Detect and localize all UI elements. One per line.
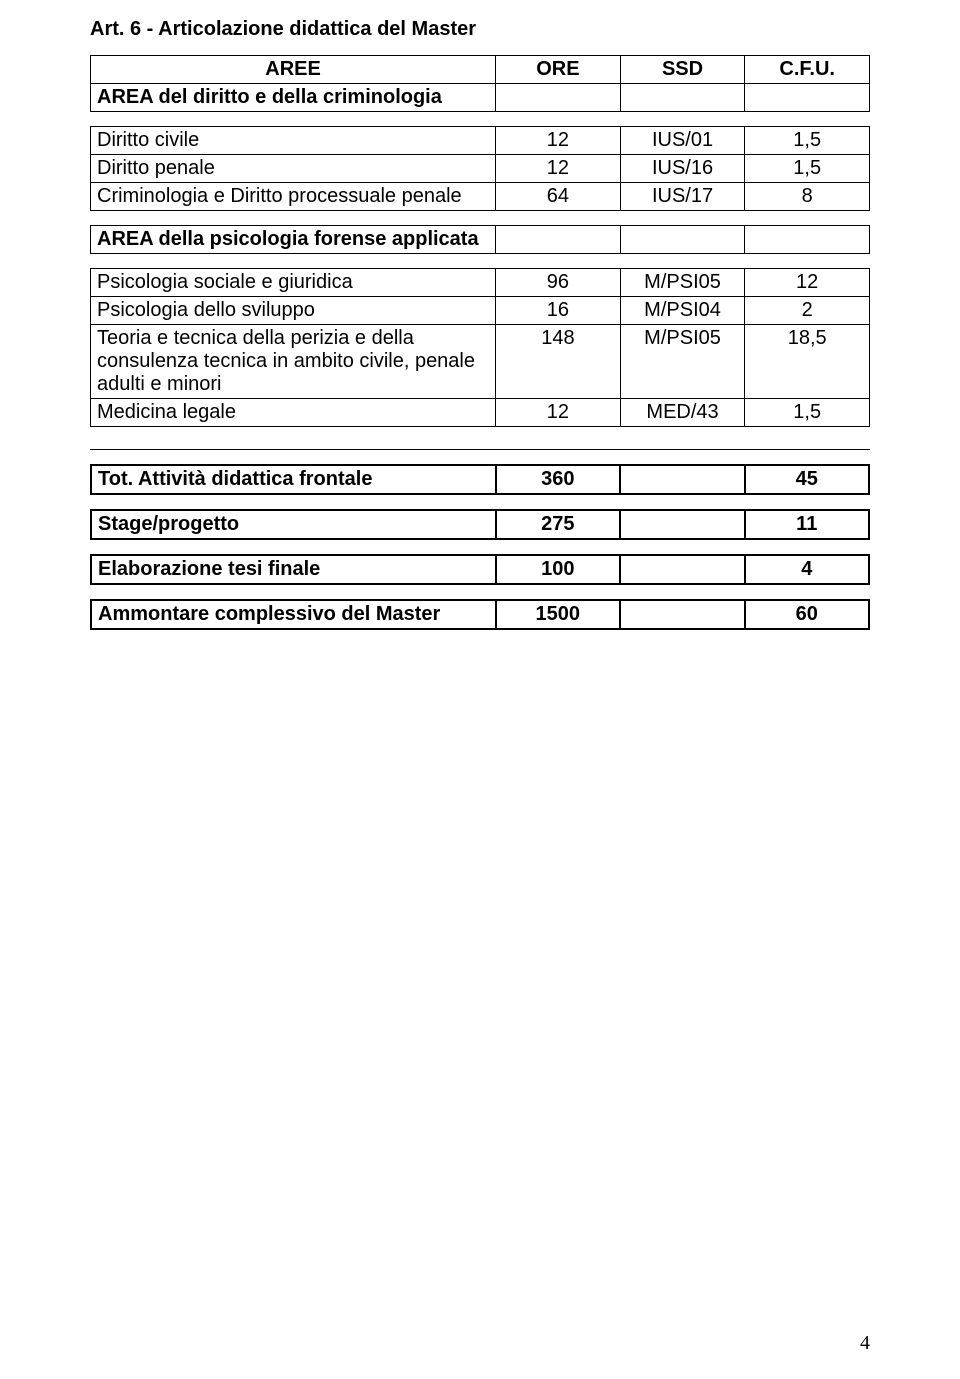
cell-cfu: 1,5 <box>745 399 870 427</box>
area-label-1: AREA del diritto e della criminologia <box>91 84 496 112</box>
cell-ore: 96 <box>496 269 621 297</box>
summary-label-stage: Stage/progetto <box>91 510 496 539</box>
table-row: Psicologia dello sviluppo 16 M/PSI04 2 <box>91 297 870 325</box>
col-header-ssd: SSD <box>620 56 745 84</box>
summary-label-ammontare: Ammontare complessivo del Master <box>91 600 496 629</box>
table-header-row: AREE ORE SSD C.F.U. <box>91 56 870 84</box>
col-header-aree: AREE <box>91 56 496 84</box>
cell-label: Diritto penale <box>91 155 496 183</box>
area-row-1: AREA del diritto e della criminologia <box>91 84 870 112</box>
cell-ore: 64 <box>496 183 621 211</box>
cell-ore: 16 <box>496 297 621 325</box>
cell-label: Teoria e tecnica della perizia e della c… <box>91 325 496 399</box>
table-row: Diritto civile 12 IUS/01 1,5 <box>91 127 870 155</box>
summary-row-stage: Stage/progetto 275 11 <box>91 510 869 539</box>
table-summary-tesi: Elaborazione tesi finale 100 4 <box>90 554 870 585</box>
cell-ssd: M/PSI04 <box>620 297 745 325</box>
summary-row-tot: Tot. Attività didattica frontale 360 45 <box>91 465 869 494</box>
cell-cfu: 1,5 <box>745 155 870 183</box>
table-row: Medicina legale 12 MED/43 1,5 <box>91 399 870 427</box>
cell-ssd: IUS/01 <box>620 127 745 155</box>
summary-ammontare-blank <box>620 600 744 629</box>
summary-stage-b: 11 <box>745 510 870 539</box>
cell-label: Criminologia e Diritto processuale penal… <box>91 183 496 211</box>
cell-ore: 12 <box>496 155 621 183</box>
cell-cfu: 1,5 <box>745 127 870 155</box>
table-summary-tot: Tot. Attività didattica frontale 360 45 <box>90 464 870 495</box>
cell-label: Psicologia sociale e giuridica <box>91 269 496 297</box>
cell-label: Diritto civile <box>91 127 496 155</box>
summary-tesi-b: 4 <box>745 555 870 584</box>
summary-ammontare-a: 1500 <box>496 600 620 629</box>
cell-label: Medicina legale <box>91 399 496 427</box>
table-area2: AREA della psicologia forense applicata <box>90 225 870 254</box>
cell-ssd: IUS/17 <box>620 183 745 211</box>
summary-tesi-a: 100 <box>496 555 620 584</box>
table-summary-ammontare: Ammontare complessivo del Master 1500 60 <box>90 599 870 630</box>
summary-label-tesi: Elaborazione tesi finale <box>91 555 496 584</box>
cell-cfu: 18,5 <box>745 325 870 399</box>
cell-ore: 148 <box>496 325 621 399</box>
area-row2-cfu <box>745 226 870 254</box>
cell-cfu: 8 <box>745 183 870 211</box>
cell-cfu: 12 <box>745 269 870 297</box>
area-row2-ore <box>496 226 621 254</box>
summary-stage-blank <box>620 510 744 539</box>
summary-row-ammontare: Ammontare complessivo del Master 1500 60 <box>91 600 869 629</box>
table-row: Psicologia sociale e giuridica 96 M/PSI0… <box>91 269 870 297</box>
area-row1-cfu <box>745 84 870 112</box>
summary-tot-b: 45 <box>745 465 870 494</box>
table-group2: Psicologia sociale e giuridica 96 M/PSI0… <box>90 268 870 427</box>
summary-tot-a: 360 <box>496 465 620 494</box>
area-row1-ore <box>496 84 621 112</box>
summary-row-tesi: Elaborazione tesi finale 100 4 <box>91 555 869 584</box>
table-row: Teoria e tecnica della perizia e della c… <box>91 325 870 399</box>
table-group1: Diritto civile 12 IUS/01 1,5 Diritto pen… <box>90 126 870 211</box>
cell-ore: 12 <box>496 127 621 155</box>
cell-label: Psicologia dello sviluppo <box>91 297 496 325</box>
table-summary-stage: Stage/progetto 275 11 <box>90 509 870 540</box>
summary-tot-blank <box>620 465 744 494</box>
cell-cfu: 2 <box>745 297 870 325</box>
table-row: Diritto penale 12 IUS/16 1,5 <box>91 155 870 183</box>
page-heading: Art. 6 - Articolazione didattica del Mas… <box>90 18 870 41</box>
cell-ssd: IUS/16 <box>620 155 745 183</box>
table-row: Criminologia e Diritto processuale penal… <box>91 183 870 211</box>
col-header-cfu: C.F.U. <box>745 56 870 84</box>
summary-label-tot: Tot. Attività didattica frontale <box>91 465 496 494</box>
area-label-2: AREA della psicologia forense applicata <box>91 226 496 254</box>
cell-ssd: MED/43 <box>620 399 745 427</box>
area-row1-ssd <box>620 84 745 112</box>
table-header-area1: AREE ORE SSD C.F.U. AREA del diritto e d… <box>90 55 870 112</box>
summary-ammontare-b: 60 <box>745 600 870 629</box>
area-row-2: AREA della psicologia forense applicata <box>91 226 870 254</box>
area-row2-ssd <box>620 226 745 254</box>
summary-stage-a: 275 <box>496 510 620 539</box>
col-header-ore: ORE <box>496 56 621 84</box>
page-number: 4 <box>860 1332 870 1355</box>
cell-ssd: M/PSI05 <box>620 269 745 297</box>
cell-ore: 12 <box>496 399 621 427</box>
cell-ssd: M/PSI05 <box>620 325 745 399</box>
summary-tesi-blank <box>620 555 744 584</box>
